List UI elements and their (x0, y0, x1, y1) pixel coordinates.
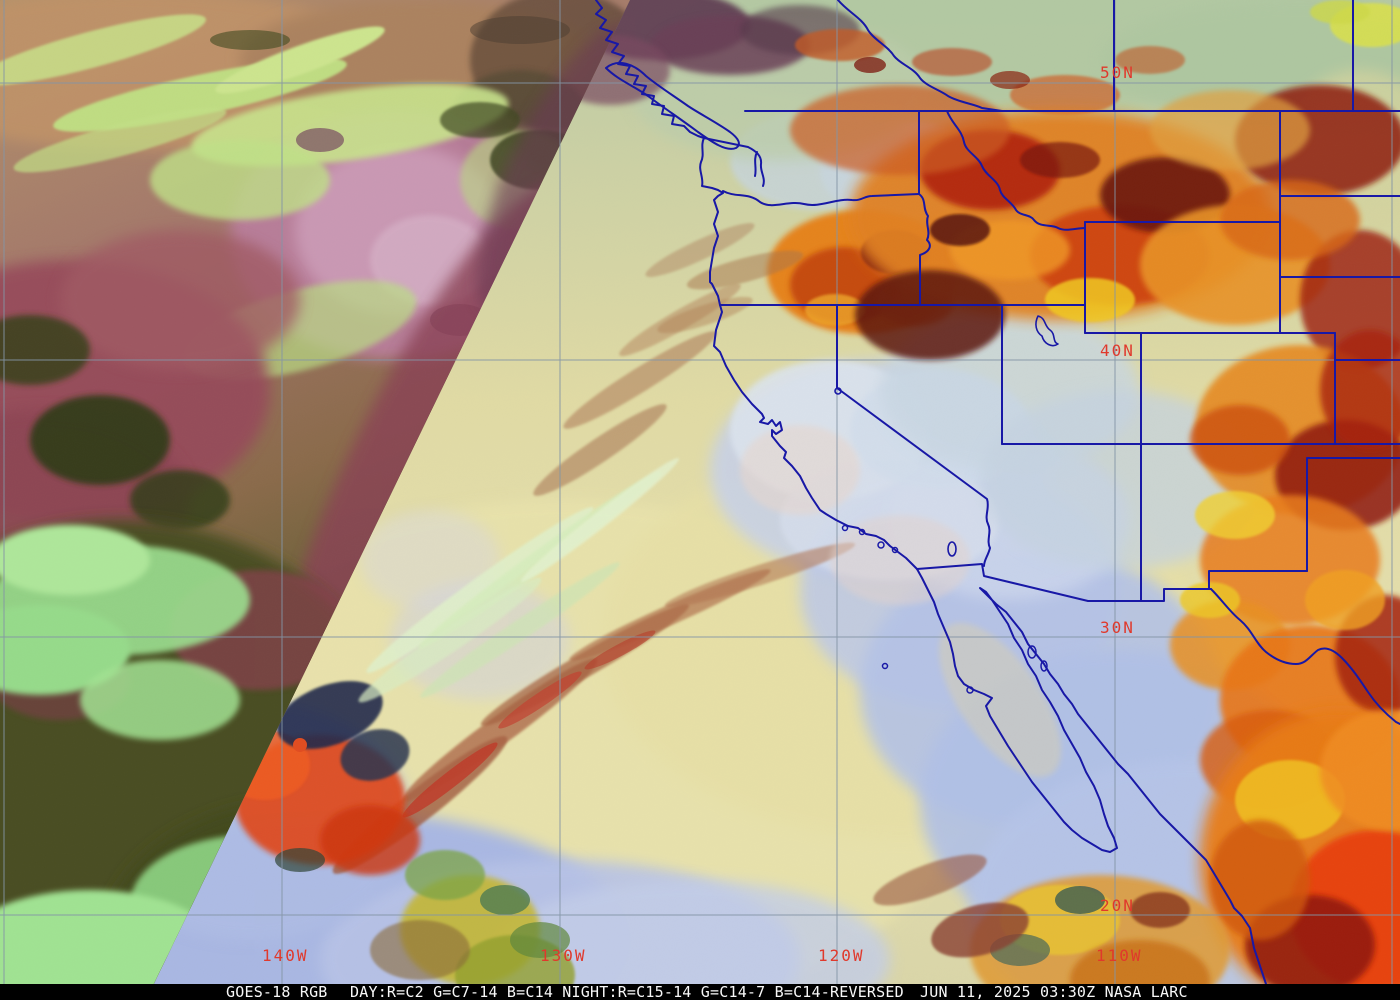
channel-island-3 (877, 541, 885, 549)
product-name-label: GOES-18 RGB (226, 983, 328, 1000)
lat-label-50n: 50N (1100, 63, 1135, 82)
channel-island-1 (841, 524, 849, 532)
idaho-montana-divide-border (946, 110, 1086, 231)
map-boundaries (595, 0, 1400, 1000)
rgb-recipe-label: DAY:R=C2 G=C7-14 B=C14 NIGHT:R=C15-14 G=… (350, 983, 904, 1000)
channel-island-4 (891, 546, 899, 554)
lon-label-140w: 140W (262, 946, 309, 965)
newmexico-bootheel (1140, 588, 1212, 602)
status-bar: GOES-18 RGB DAY:R=C2 G=C7-14 B=C14 NIGHT… (0, 984, 1400, 1000)
grid-labels: 50N 40N 30N 20N 140W 130W 120W 110W (262, 63, 1143, 965)
puget-sound (703, 137, 765, 187)
california-nevada-border (836, 304, 991, 567)
datetime-credit-label: JUN 11, 2025 03:30Z NASA LARC (920, 983, 1188, 1000)
lat-label-20n: 20N (1100, 896, 1135, 915)
newmexico-south-border (1208, 570, 1308, 590)
lat-label-30n: 30N (1100, 618, 1135, 637)
us-mexico-border-west (916, 563, 1142, 602)
lat-label-40n: 40N (1100, 341, 1135, 360)
tiburon-island (1027, 645, 1037, 659)
great-salt-lake (1035, 315, 1059, 347)
bc-coastline (595, 0, 705, 139)
newmexico-texas-border (1306, 457, 1400, 572)
salton-sea (947, 541, 957, 557)
channel-island-2 (858, 528, 866, 536)
lon-label-120w: 120W (818, 946, 865, 965)
pacific-coastline (699, 137, 1273, 1000)
cedros-island (966, 686, 974, 694)
washington-oregon-border (722, 190, 920, 207)
lake-tahoe (834, 387, 842, 395)
lon-label-110w: 110W (1096, 946, 1143, 965)
vancouver-island (605, 61, 740, 150)
gulf-island-2 (1040, 660, 1048, 672)
guadalupe-island (881, 662, 889, 670)
rio-grande-border (1210, 588, 1400, 725)
lon-label-130w: 130W (540, 946, 587, 965)
bc-alberta-border (837, 0, 1003, 112)
oregon-idaho-border (918, 193, 931, 306)
